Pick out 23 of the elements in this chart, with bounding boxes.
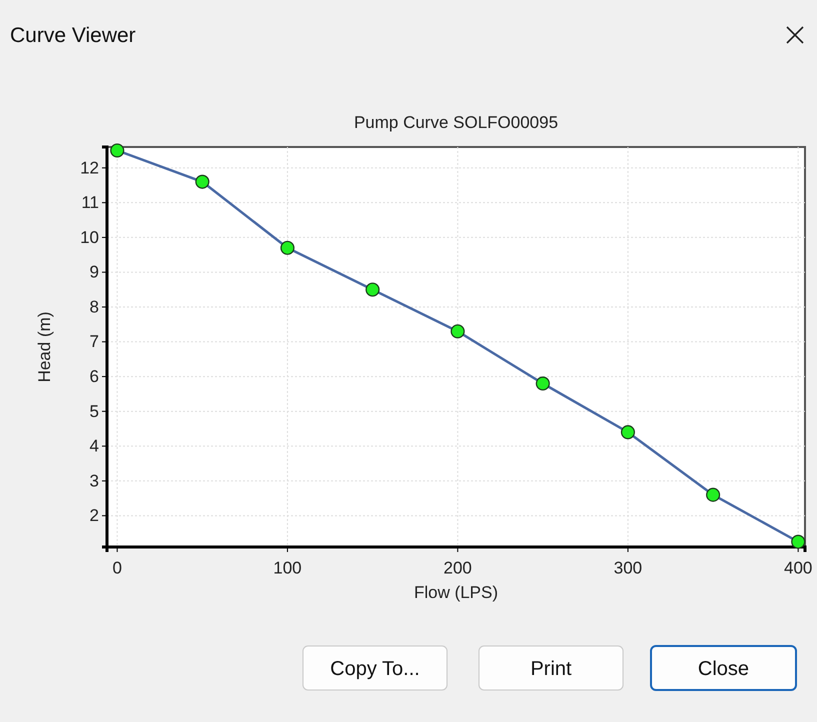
y-tick-label: 8 bbox=[90, 297, 99, 316]
text: Copy To... bbox=[330, 658, 420, 680]
x-tick-label: 400 bbox=[784, 558, 812, 578]
y-tick-label: 4 bbox=[90, 436, 99, 456]
y-axis-title: Head (m) bbox=[35, 312, 54, 382]
chart-title: Pump Curve SOLFO00095 bbox=[354, 113, 558, 132]
y-tick-label: 6 bbox=[90, 367, 99, 386]
y-tick-label: 9 bbox=[90, 262, 99, 282]
y-tick-label: 5 bbox=[90, 402, 99, 421]
text: Close bbox=[698, 658, 750, 680]
x-tick-label: 200 bbox=[444, 558, 472, 578]
x-axis-title: Flow (LPS) bbox=[414, 583, 498, 602]
y-tick-label: 12 bbox=[80, 158, 99, 178]
y-tick-label: 11 bbox=[81, 193, 99, 212]
x-tick-label: 300 bbox=[614, 558, 642, 578]
text: Print bbox=[530, 658, 572, 680]
y-tick-label: 10 bbox=[80, 228, 99, 247]
text: Curve Viewer bbox=[10, 24, 136, 47]
y-tick-label: 2 bbox=[90, 506, 99, 526]
y-tick-label: 3 bbox=[90, 471, 99, 490]
y-tick-label: 7 bbox=[90, 332, 99, 352]
x-tick-label: 100 bbox=[273, 558, 302, 578]
x-tick-label: 0 bbox=[112, 558, 122, 578]
